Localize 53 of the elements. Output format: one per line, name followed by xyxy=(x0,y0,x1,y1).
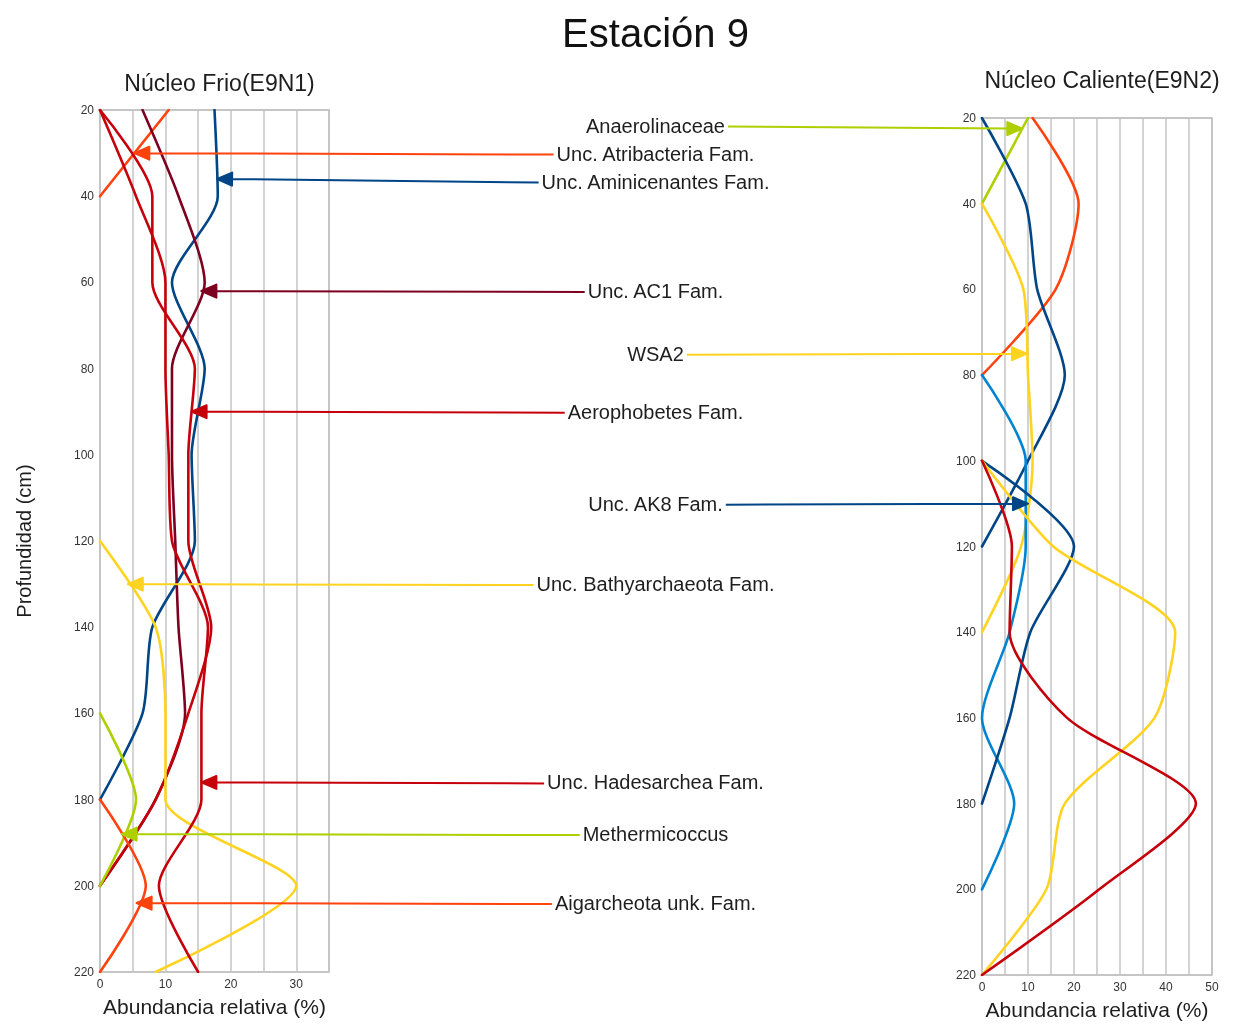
annotation: Unc. AK8 Fam. xyxy=(588,491,723,516)
y-tick-label: 220 xyxy=(955,968,977,982)
x-tick-label: 10 xyxy=(158,977,173,991)
annotation: Unc. Aminicenantes Fam. xyxy=(541,169,770,194)
x-tick-label: 30 xyxy=(1113,980,1127,994)
y-tick-label: 140 xyxy=(73,620,95,635)
y-tick-label: 100 xyxy=(955,453,977,468)
y-tick-label: 100 xyxy=(73,447,95,462)
x-tick-label: 0 xyxy=(96,977,104,991)
y-tick-label: 160 xyxy=(73,706,95,721)
x-tick-label: 20 xyxy=(224,977,238,991)
text: Estación 9 xyxy=(562,10,749,56)
annotation: Unc. Atribacteria Fam. xyxy=(556,141,755,166)
annotation: Anaerolinaceae xyxy=(586,113,725,138)
annotation: WSA2 xyxy=(627,341,684,366)
line-series xyxy=(98,539,298,974)
y-tick-label: 200 xyxy=(73,878,95,893)
y-tick-label: 220 xyxy=(73,965,95,979)
y-tick-label: 200 xyxy=(955,882,977,897)
y-tick-label: 120 xyxy=(73,534,95,548)
x-tick-label: 50 xyxy=(1205,980,1219,994)
y-tick-label: 40 xyxy=(962,196,977,211)
y-tick-label: 60 xyxy=(80,275,95,290)
y-tick-label: 80 xyxy=(962,368,977,383)
y-tick-label: 180 xyxy=(73,792,95,807)
x-tick-label: 20 xyxy=(1067,980,1081,994)
y-tick-label: 140 xyxy=(955,625,977,640)
line-series xyxy=(980,116,1080,377)
x-axis-title: Abundancia relativa (%) xyxy=(985,998,1209,1021)
y-tick-label: 20 xyxy=(80,103,95,117)
x-tick-label: 40 xyxy=(1159,980,1173,994)
x-tick-label: 30 xyxy=(289,977,304,991)
x-axis-title: Abundancia relativa (%) xyxy=(103,995,326,1018)
annotation: Unc. Hadesarchea Fam. xyxy=(547,770,764,795)
annotation: Unc. AC1 Fam. xyxy=(587,279,724,304)
x-tick-label: 0 xyxy=(978,980,986,994)
annotation: Methermicoccus xyxy=(582,822,729,847)
annotation: Unc. Bathyarchaeota Fam. xyxy=(536,572,775,597)
y-tick-label: 180 xyxy=(955,796,977,811)
annotation: Aerophobetes Fam. xyxy=(567,399,744,424)
y-tick-label: 120 xyxy=(955,539,977,554)
line-series xyxy=(980,373,1027,891)
chart-title: Núcleo Caliente(E9N2) xyxy=(984,66,1220,93)
y-tick-label: 60 xyxy=(962,282,977,297)
chart-title: Núcleo Frio(E9N1) xyxy=(124,69,315,96)
y-axis-title: Profundidad (cm) xyxy=(13,464,35,618)
y-tick-label: 160 xyxy=(955,710,977,725)
x-tick-label: 10 xyxy=(1021,980,1035,994)
annotation: Aigarcheota unk. Fam. xyxy=(554,891,757,916)
y-tick-label: 80 xyxy=(80,361,95,376)
y-tick-label: 20 xyxy=(962,111,977,125)
y-tick-label: 40 xyxy=(80,189,95,204)
line-series xyxy=(98,108,220,801)
